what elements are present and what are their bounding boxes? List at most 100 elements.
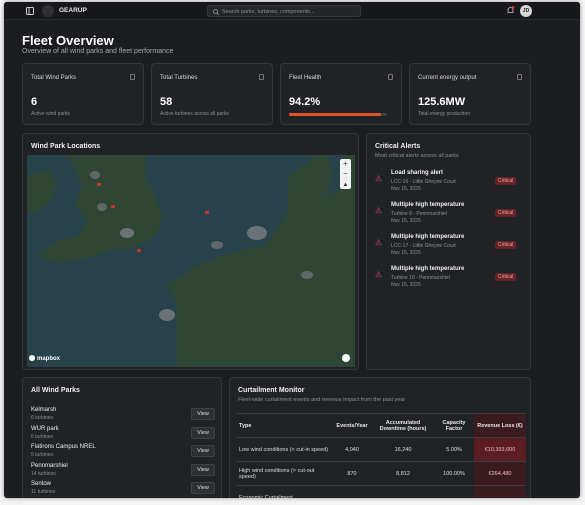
view-button[interactable]: View <box>191 426 215 439</box>
health-track <box>289 113 387 116</box>
park-turbines: 11 turbines <box>31 489 56 495</box>
search-icon <box>213 8 219 15</box>
parks-title: All Wind Parks <box>31 387 80 394</box>
table-cell <box>434 485 474 498</box>
table-row: High wind conditions (> cut-out speed) 87… <box>236 461 526 486</box>
alert-title: Multiple high temperature <box>391 234 465 240</box>
curtailment-table: Type Events/Year Accumulated Downtime (hou… <box>236 413 526 498</box>
table-body: Low wind conditions (< cut-in speed) 4,04… <box>236 437 526 498</box>
table-cell: High wind conditions (> cut-out speed) <box>236 461 332 486</box>
sidebar-toggle[interactable] <box>26 7 34 15</box>
health-bar <box>289 113 382 116</box>
alert-icon: ⚠ <box>375 238 383 247</box>
info-button[interactable] <box>342 354 350 362</box>
map-attribution: mapbox <box>37 356 61 362</box>
park-turbines: 6 turbines <box>31 433 53 440</box>
table-row: Low wind conditions (< cut-in speed) 4,04… <box>236 437 526 462</box>
table-cell: €10,393,600 <box>474 437 526 462</box>
notifications[interactable] <box>506 6 515 15</box>
alerts-title: Critical Alerts <box>375 143 421 150</box>
stat-value: 58 <box>160 96 173 108</box>
land <box>167 155 355 367</box>
alert-source: LCC-17 - Little Gheyne Court <box>391 243 456 249</box>
table-cell <box>372 485 434 498</box>
park-name: Pennmarshiel <box>31 462 68 469</box>
table-cell: 4,040 <box>332 437 372 462</box>
avatar[interactable]: JD <box>520 5 532 17</box>
alert-title: Load sharing alert <box>391 170 444 176</box>
stat-label: Total Wind Parks <box>31 75 77 81</box>
alert-source: Turbine 10 - Pennmarshiel <box>391 275 450 281</box>
stat-label: Current energy output <box>418 75 477 81</box>
alert-icon: ⚠ <box>375 270 383 279</box>
map-title: Wind Park Locations <box>31 143 101 150</box>
alerts-card: Critical Alerts Most critical alerts acr… <box>366 133 531 370</box>
table-cell: 8,812 <box>372 461 434 486</box>
stat-note: Active wind parks <box>31 111 70 117</box>
table-cell: 870 <box>332 461 372 486</box>
alert-source: Turbine 8 - Pennmarshiel <box>391 211 447 217</box>
search-box[interactable]: Search parks, turbines, components... <box>207 5 361 17</box>
stat-card: Total Turbines 58 Active turbines across a… <box>151 63 273 125</box>
park-turbines: 5 turbines <box>31 452 53 458</box>
stat-value: 94.2% <box>289 96 321 108</box>
table-cell <box>474 485 526 498</box>
park-turbines: 14 turbines <box>31 470 56 477</box>
column-header: Capacity Factor <box>434 413 474 438</box>
app: GEARUP Search parks, turbines, component… <box>4 2 580 498</box>
zoom-controls[interactable] <box>340 159 351 189</box>
curtailment-card: Curtailment Monitor Fleet-wide curtailme… <box>229 377 531 498</box>
table-cell: 100.00% <box>434 461 474 486</box>
stat-label: Fleet Health <box>289 75 322 81</box>
stat-value: 125.6MW <box>418 96 466 108</box>
table-row: Economic Curtailment <box>236 485 526 498</box>
table-cell: 16,240 <box>372 437 434 462</box>
park-markers[interactable] <box>97 183 209 252</box>
park-name: WUR park <box>31 425 59 432</box>
land <box>27 169 57 213</box>
column-header: Accumulated Downtime (hours) <box>372 413 434 438</box>
stat-icon <box>259 74 264 80</box>
svg-text:+: + <box>343 159 348 168</box>
column-header: Type <box>236 413 332 438</box>
parks-card: All Wind Parks Kelmarsh 6 turbines View WUR… <box>22 377 222 498</box>
alert-badge: Critical <box>495 209 517 217</box>
alert-icon: ⚠ <box>375 174 383 183</box>
alerts-subtitle: Most critical alerts across all parks <box>375 153 459 159</box>
alert-date: Nov 15, 2025 <box>391 186 421 192</box>
svg-text:▲: ▲ <box>343 182 349 188</box>
table-cell <box>332 485 372 498</box>
alert-date: Nov 15, 2025 <box>391 282 421 288</box>
alert-date: Nov 15, 2025 <box>391 250 421 256</box>
column-header: Events/Year <box>332 413 372 438</box>
stat-icon <box>517 74 522 80</box>
curtailment-subtitle: Fleet-wide curtailment events and revenu… <box>238 397 406 403</box>
alert-date: Nov 15, 2025 <box>391 218 421 224</box>
view-button[interactable]: View <box>191 482 215 494</box>
alert-badge: Critical <box>495 241 517 249</box>
view-button[interactable]: View <box>191 463 215 476</box>
park-turbines: 6 turbines <box>31 415 53 421</box>
search-placeholder: Search parks, turbines, components... <box>222 8 315 15</box>
park-name: Flatirons Campus NREL <box>31 444 96 450</box>
view-button[interactable]: View <box>191 445 215 457</box>
alert-icon: ⚠ <box>375 206 383 215</box>
column-header: Revenue Loss (€) <box>474 413 526 438</box>
table-cell: €264,480 <box>474 461 526 486</box>
alert-badge: Critical <box>495 273 517 281</box>
map[interactable]: +− ▲ mapbox <box>27 155 355 367</box>
stat-label: Total Turbines <box>160 75 198 81</box>
top-bar: GEARUP Search parks, turbines, component… <box>4 2 580 20</box>
stat-note: Active turbines across all parks <box>160 111 229 117</box>
stat-card: Fleet Health 94.2% <box>280 63 402 125</box>
view-button[interactable]: View <box>191 408 215 420</box>
stat-icon <box>388 74 393 80</box>
alert-source: LCC-16 - Little Gheyne Court <box>391 179 456 185</box>
curtailment-title: Curtailment Monitor <box>238 387 305 394</box>
stat-card: Current energy output 125.6MW Total energy… <box>409 63 531 125</box>
svg-text:−: − <box>343 169 348 178</box>
alert-title: Multiple high temperature <box>391 202 465 208</box>
page-title: Fleet Overview <box>22 33 114 48</box>
